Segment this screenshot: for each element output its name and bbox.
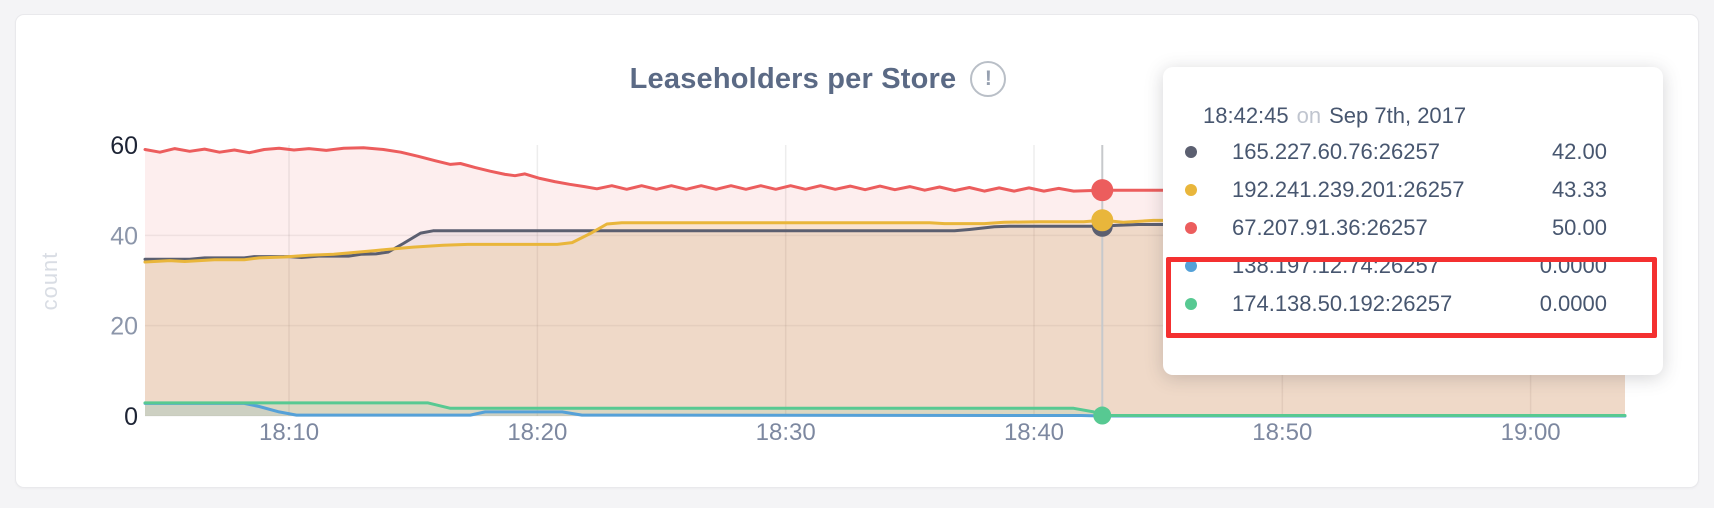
tooltip-connector: on [1296, 103, 1322, 128]
series-address-label: 165.227.60.76:26257 [1232, 139, 1440, 164]
x-tick-label-18:40: 18:40 [1004, 419, 1064, 446]
series-value: 43.33 [1551, 177, 1607, 202]
info-icon[interactable]: ! [970, 61, 1007, 97]
hover-dot-174.138.50.192:26257 [1093, 406, 1112, 425]
y-tick-label-20: 20 [110, 313, 138, 341]
x-tick-label-18:50: 18:50 [1252, 419, 1312, 446]
tooltip-row-highlighted: 138.197.12.74:26257 0.0000 [1163, 247, 1663, 285]
y-axis-title: count [37, 252, 62, 311]
series-color-dot [1185, 146, 1197, 158]
tooltip-rows: 165.227.60.76:26257 42.00 192.241.239.201:… [1163, 133, 1663, 323]
tooltip-row: 67.207.91.36:26257 50.00 [1163, 209, 1663, 247]
series-value: 0.0000 [1539, 291, 1607, 316]
y-tick-label-40: 40 [110, 222, 138, 250]
series-color-dot [1185, 260, 1197, 272]
x-tick-label-18:20: 18:20 [507, 419, 567, 446]
chart-title: Leaseholders per Store [629, 62, 957, 95]
series-address-label: 192.241.239.201:26257 [1232, 177, 1465, 202]
y-tick-label-60: 60 [110, 132, 138, 160]
series-address-label: 138.197.12.74:26257 [1232, 253, 1440, 278]
tooltip-time: 18:42:45 [1203, 103, 1289, 128]
x-tick-label-19:00: 19:00 [1501, 419, 1561, 446]
tooltip-row-highlighted: 174.138.50.192:26257 0.0000 [1163, 285, 1663, 323]
series-line-67.207.91.36:26257 [143, 146, 1627, 193]
series-line-165.227.60.76:26257 [143, 223, 1627, 261]
series-address-label: 67.207.91.36:26257 [1232, 215, 1428, 240]
hover-dot-67.207.91.36:26257 [1091, 179, 1114, 202]
y-tick-label-0: 0 [124, 403, 138, 431]
tooltip-row: 165.227.60.76:26257 42.00 [1163, 133, 1663, 171]
x-tick-label-18:10: 18:10 [259, 419, 319, 446]
x-tick-label-18:30: 18:30 [756, 419, 816, 446]
tooltip-row: 192.241.239.201:26257 43.33 [1163, 171, 1663, 209]
series-line-192.241.239.201:26257 [143, 218, 1627, 264]
series-color-dot [1185, 222, 1197, 234]
series-line-138.197.12.74:26257 [143, 401, 1627, 418]
tooltip-date: Sep 7th, 2017 [1329, 103, 1467, 128]
chart-header: Leaseholders per Store ! [0, 61, 1659, 97]
hover-tooltip: 18:42:45 on Sep 7th, 2017 165.227.60.76:… [1163, 67, 1663, 375]
series-address-label: 174.138.50.192:26257 [1232, 291, 1453, 316]
series-color-dot [1185, 184, 1197, 196]
series-value: 42.00 [1551, 139, 1607, 164]
series-color-dot [1185, 298, 1197, 310]
series-value: 50.00 [1551, 215, 1607, 240]
series-value: 0.0000 [1539, 253, 1607, 278]
tooltip-header: 18:42:45 on Sep 7th, 2017 [1163, 99, 1663, 133]
hover-dot-192.241.239.201:26257 [1091, 209, 1114, 232]
